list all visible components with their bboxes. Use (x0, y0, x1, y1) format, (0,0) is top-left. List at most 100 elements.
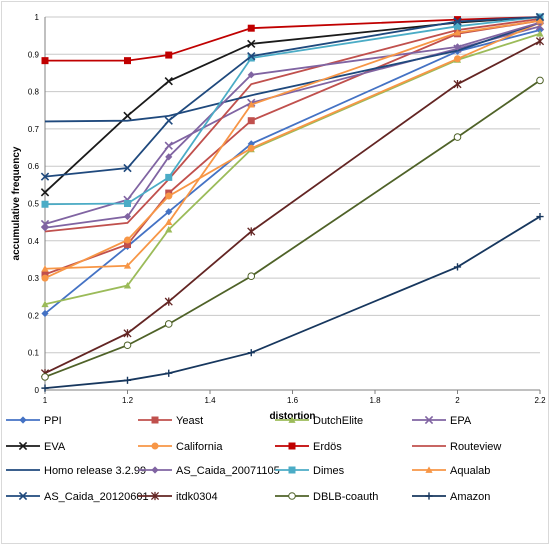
series-5 (41, 19, 544, 282)
legend-item: DutchElite (275, 415, 363, 427)
legend-marker (425, 492, 433, 500)
data-point (41, 300, 49, 308)
series-14 (41, 76, 544, 381)
series-line (44, 32, 541, 306)
data-point (123, 111, 132, 121)
data-point (453, 80, 462, 89)
data-point (247, 227, 256, 236)
data-point (164, 320, 173, 328)
data-point (536, 212, 544, 221)
legend-item: AS_Caida_20071105 (138, 465, 280, 477)
data-point (40, 172, 50, 181)
legend-marker (288, 492, 296, 500)
series-line (44, 19, 541, 270)
data-point (165, 369, 173, 377)
legend-marker (424, 415, 434, 425)
legend-marker (288, 466, 296, 474)
y-tick-label: 0.6 (28, 162, 40, 171)
data-point (165, 218, 173, 226)
data-point (123, 341, 132, 350)
data-point (41, 274, 49, 282)
x-tick-label: 2 (455, 396, 460, 405)
data-point (247, 117, 255, 125)
data-point (164, 76, 173, 86)
data-point (124, 200, 131, 207)
y-tick-label: 0.8 (28, 88, 40, 97)
series-10 (41, 13, 544, 208)
legend-label: Aqualab (450, 465, 490, 477)
series-line (44, 29, 541, 315)
data-point (454, 55, 461, 63)
legend-marker (288, 442, 296, 450)
legend-item: California (138, 441, 223, 453)
data-point (247, 54, 255, 62)
x-tick-label: 1 (43, 396, 48, 405)
legend-label: California (176, 441, 223, 453)
legend-label: Erdös (313, 441, 342, 453)
legend-marker (151, 466, 159, 474)
data-point (165, 226, 173, 233)
data-point (247, 51, 256, 61)
data-point (165, 173, 173, 181)
series-12 (40, 12, 545, 181)
data-point (165, 51, 173, 59)
x-tick-label: 1.2 (122, 396, 134, 405)
legend-item: Yeast (138, 415, 203, 427)
legend-label: PPI (44, 415, 62, 427)
series-line (44, 16, 541, 178)
legend-label: DutchElite (313, 415, 363, 427)
x-tick-label: 1.4 (204, 396, 216, 405)
y-tick-label: 0 (35, 386, 40, 395)
legend-item: Aqualab (412, 465, 490, 477)
legend-marker (425, 466, 433, 473)
y-tick-label: 1 (35, 13, 40, 22)
legend-item: AS_Caida_20120601 (6, 491, 149, 503)
data-point (536, 30, 544, 37)
series-line (44, 21, 541, 123)
data-point (453, 263, 462, 271)
legend-marker (151, 416, 159, 424)
legend-label: Amazon (450, 491, 490, 503)
legend-marker (150, 491, 160, 501)
data-point (164, 116, 173, 125)
series-line (44, 215, 541, 390)
data-point (41, 265, 49, 272)
legend-item: EVA (6, 441, 66, 453)
legend-item: Erdös (275, 441, 342, 453)
data-point (454, 16, 461, 24)
data-point (124, 241, 131, 249)
data-point (41, 373, 49, 381)
y-tick-label: 0.7 (28, 125, 40, 134)
y-tick-label: 0.9 (28, 50, 40, 59)
legend-item: itdk0304 (138, 491, 218, 503)
y-tick-label: 0.5 (28, 200, 40, 209)
series-line (44, 17, 541, 233)
y-tick-label: 0.2 (28, 311, 40, 320)
legend-label: AS_Caida_20120601 (44, 491, 149, 503)
data-point (247, 349, 255, 357)
data-point (41, 270, 49, 278)
x-tick-label: 1.8 (369, 396, 381, 405)
data-point (123, 281, 132, 289)
data-point (164, 297, 173, 306)
data-point (41, 224, 49, 232)
data-point (164, 141, 173, 150)
series-line (44, 19, 541, 276)
y-tick-label: 0.1 (28, 349, 40, 358)
data-point (453, 43, 462, 51)
legend-label: EVA (44, 441, 66, 453)
data-point (453, 29, 462, 36)
legend-marker (151, 442, 159, 450)
data-point (453, 17, 462, 26)
series-line (44, 21, 541, 229)
data-point (247, 144, 255, 152)
data-point (41, 384, 49, 392)
data-point (124, 57, 131, 65)
y-tick-label: 0.4 (28, 237, 40, 246)
legend-label: EPA (450, 415, 472, 427)
legend-item: Homo release 3.2.99 (6, 465, 146, 477)
data-point (247, 101, 255, 108)
legend-marker (18, 491, 28, 501)
